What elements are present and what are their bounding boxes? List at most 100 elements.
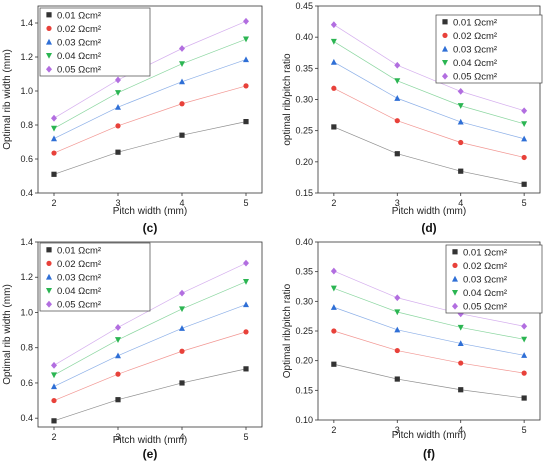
- legend-entry: 0.02 Ωcm²: [463, 261, 507, 272]
- data-point: [243, 259, 249, 267]
- y-tick-label: 0.25: [295, 126, 313, 136]
- legend-marker: [442, 60, 448, 66]
- data-point: [243, 17, 249, 25]
- data-point: [521, 121, 528, 128]
- data-point: [51, 114, 57, 122]
- x-tick-label: 3: [115, 198, 120, 208]
- x-axis-label: Pitch width (mm): [392, 206, 466, 217]
- data-point: [179, 45, 185, 52]
- data-point: [394, 78, 401, 84]
- data-point: [330, 38, 337, 45]
- series-line-1: [333, 363, 525, 399]
- series-line-1: [53, 121, 247, 175]
- legend-entry: 0.04 Ωcm²: [453, 58, 497, 69]
- legend-entry: 0.05 Ωcm²: [463, 302, 507, 313]
- data-point: [521, 336, 528, 343]
- data-point: [394, 309, 401, 316]
- data-point: [521, 352, 528, 358]
- series-line-4: [333, 287, 525, 340]
- data-point: [521, 107, 528, 115]
- y-tick-label: 0.35: [295, 267, 313, 277]
- chart-panel-2: 2 3 4 5 0.15 0.20 0.25 0.30 0.35 0.40 0.45 Pitch wi…: [282, 1, 543, 235]
- y-axis-label: Optimal rib width (mm): [2, 49, 13, 150]
- legend-box: [435, 14, 543, 84]
- data-point: [394, 294, 401, 302]
- data-point: [51, 397, 57, 404]
- legend-box: [445, 244, 543, 314]
- y-tick-label: 0.8: [20, 343, 33, 353]
- y-tick-label: 0.40: [295, 237, 313, 247]
- legend-marker: [46, 25, 52, 31]
- legend-entry: 0.02 Ωcm²: [57, 24, 101, 35]
- y-tick-label: 0.10: [295, 415, 313, 425]
- legend-entry: 0.05 Ωcm²: [453, 72, 497, 83]
- x-axis-label: Pitch width (mm): [113, 435, 187, 446]
- legend-entry: 0.02 Ωcm²: [57, 259, 101, 270]
- x-tick-label: 5: [243, 432, 248, 442]
- legend-marker: [442, 32, 448, 39]
- data-point: [179, 132, 185, 138]
- data-point: [394, 95, 401, 101]
- legend-marker: [452, 249, 458, 255]
- x-tick-label: 4: [458, 198, 463, 208]
- data-point: [330, 267, 337, 275]
- legend-entry: 0.02 Ωcm²: [453, 31, 497, 42]
- data-point: [51, 418, 57, 424]
- x-tick-label: 2: [51, 432, 56, 442]
- legend-marker: [46, 260, 52, 266]
- legend-marker: [452, 262, 458, 268]
- legend-box: [39, 242, 151, 312]
- y-tick-label: 0.15: [295, 188, 313, 198]
- x-tick-label: 5: [522, 198, 527, 208]
- data-point: [331, 328, 337, 334]
- series-line-3: [333, 306, 525, 356]
- legend-entry: 0.04 Ωcm²: [57, 286, 101, 297]
- legend-marker: [442, 45, 448, 52]
- data-point: [115, 337, 121, 343]
- x-tick-label: 2: [331, 198, 336, 208]
- data-point: [458, 139, 464, 146]
- legend-marker: [452, 302, 458, 310]
- data-point: [521, 181, 527, 187]
- data-point: [394, 151, 400, 157]
- x-axis-label: Pitch width (mm): [392, 430, 466, 441]
- y-tick-label: 0.8: [20, 120, 33, 130]
- y-tick-label: 0.25: [295, 326, 313, 336]
- legend-entry: 0.03 Ωcm²: [57, 273, 101, 284]
- panel-label: (d): [421, 221, 436, 235]
- chart-panel-3: 2 3 4 5 0.4 0.6 0.8 1.0 1.2 1.4 Pitch width (mm) Op…: [2, 237, 263, 461]
- data-point: [179, 61, 185, 67]
- panel-label: (c): [143, 221, 158, 235]
- data-point: [243, 56, 249, 63]
- y-tick-label: 0.15: [295, 385, 313, 395]
- x-tick-label: 3: [395, 198, 400, 208]
- data-point: [243, 301, 249, 308]
- data-point: [179, 289, 185, 297]
- data-point: [179, 101, 185, 107]
- y-tick-label: 0.4: [20, 188, 33, 198]
- data-point: [457, 310, 464, 318]
- y-tick-label: 1.2: [20, 272, 33, 282]
- data-point: [394, 61, 401, 69]
- data-point: [115, 371, 121, 377]
- data-point: [457, 118, 464, 125]
- legend-entry: 0.03 Ωcm²: [463, 275, 507, 286]
- y-tick-label: 0.30: [295, 296, 313, 306]
- data-point: [51, 125, 57, 132]
- chart-panel-4: 2 3 4 5 0.10 0.15 0.20 0.25 0.30 0.35 0.40 Pitch wi…: [282, 237, 543, 461]
- legend-marker: [46, 65, 52, 73]
- data-point: [115, 103, 121, 110]
- series-line-4: [333, 41, 525, 125]
- legend-box: [39, 7, 151, 77]
- data-point: [330, 21, 337, 29]
- data-point: [115, 90, 121, 96]
- legend-entry: 0.04 Ωcm²: [463, 288, 507, 299]
- data-point: [330, 304, 337, 310]
- data-point: [521, 322, 528, 330]
- series-line-3: [333, 61, 525, 140]
- legend-entry: 0.05 Ωcm²: [57, 300, 101, 311]
- data-point: [51, 150, 57, 156]
- data-point: [521, 370, 527, 376]
- legend: 0.01 Ωcm² 0.02 Ωcm² 0.03 Ωcm² 0.04 Ωcm² 0.05…: [435, 14, 543, 84]
